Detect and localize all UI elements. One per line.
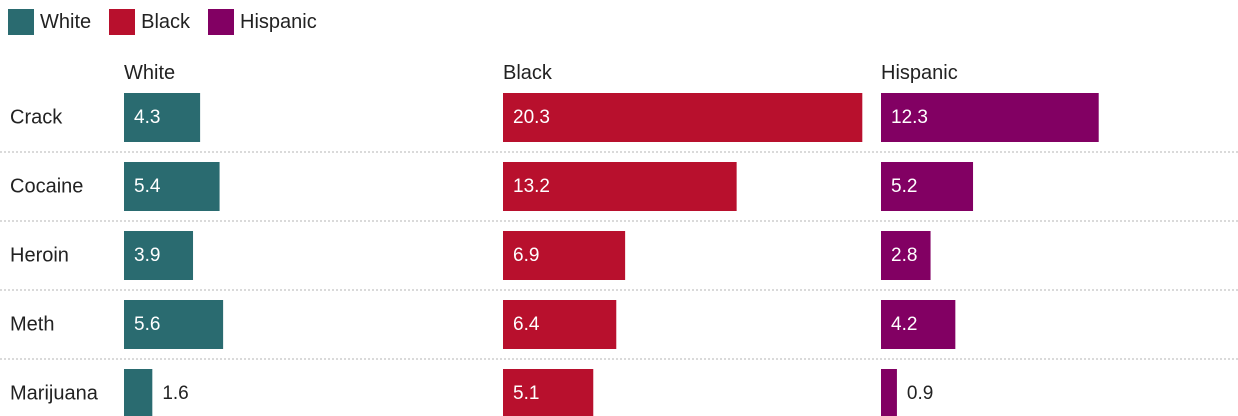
value-label-white-marijuana: 1.6 (162, 383, 188, 404)
value-label-black-cocaine: 13.2 (513, 176, 550, 197)
legend: White Black Hispanic (8, 8, 335, 36)
value-label-hispanic-cocaine: 5.2 (891, 176, 917, 197)
legend-swatch-black (109, 9, 136, 35)
bar-white-marijuana (124, 369, 153, 416)
category-label-meth: Meth (10, 314, 54, 336)
value-label-hispanic-crack: 12.3 (891, 107, 928, 128)
legend-label-black: Black (141, 10, 191, 33)
bar-black-meth (503, 300, 617, 349)
value-label-black-meth: 6.4 (513, 314, 540, 335)
bar-black-heroin (503, 231, 626, 280)
bar-black-crack (503, 93, 863, 142)
bar-hispanic-meth (881, 300, 956, 349)
legend-item-white: White (8, 9, 91, 35)
panel-header-white: White (124, 62, 175, 84)
bar-hispanic-marijuana (881, 369, 897, 416)
panel-header-black: Black (503, 62, 553, 84)
bar-white-meth (124, 300, 224, 349)
category-label-marijuana: Marijuana (10, 383, 99, 405)
value-label-hispanic-meth: 4.2 (891, 314, 917, 335)
legend-item-black: Black (109, 9, 190, 35)
bar-white-cocaine (124, 162, 220, 211)
bar-black-cocaine (503, 162, 737, 211)
value-label-black-crack: 20.3 (513, 107, 550, 128)
legend-label-hispanic: Hispanic (240, 10, 317, 33)
legend-swatch-white (8, 9, 34, 35)
category-label-crack: Crack (10, 107, 63, 129)
value-label-white-cocaine: 5.4 (134, 176, 161, 197)
bar-hispanic-crack (881, 93, 1099, 142)
legend-label-white: White (40, 10, 92, 33)
bar-hispanic-cocaine (881, 162, 974, 211)
value-label-hispanic-marijuana: 0.9 (907, 383, 933, 404)
value-label-white-heroin: 3.9 (134, 245, 160, 266)
bar-white-heroin (124, 231, 194, 280)
panel-header-hispanic: Hispanic (881, 62, 958, 84)
bar-black-marijuana (503, 369, 594, 416)
bar-hispanic-heroin (881, 231, 931, 280)
value-label-black-marijuana: 5.1 (513, 383, 539, 404)
value-label-hispanic-heroin: 2.8 (891, 245, 917, 266)
legend-swatch-hispanic (208, 9, 235, 35)
category-label-cocaine: Cocaine (10, 176, 83, 198)
legend-item-hispanic: Hispanic (208, 9, 317, 35)
category-label-heroin: Heroin (10, 245, 69, 267)
value-label-white-crack: 4.3 (134, 107, 160, 128)
value-label-black-heroin: 6.9 (513, 245, 539, 266)
bar-white-crack (124, 93, 201, 142)
value-label-white-meth: 5.6 (134, 314, 160, 335)
